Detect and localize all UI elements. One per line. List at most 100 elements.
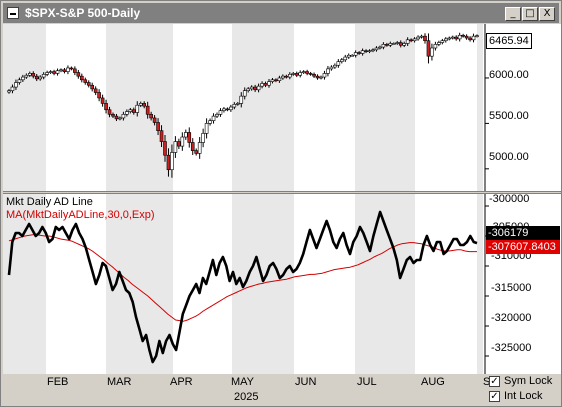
candle-body <box>180 136 185 147</box>
window-icon[interactable] <box>7 7 19 19</box>
candle-body <box>291 73 296 75</box>
month-aug: AUG <box>421 376 445 388</box>
candle-body <box>416 36 420 40</box>
candle-body <box>419 35 424 38</box>
candle-body <box>402 43 407 46</box>
candle-body <box>471 35 476 41</box>
candle-body <box>239 95 244 104</box>
candle-body <box>353 52 358 56</box>
candle-body <box>38 76 43 80</box>
month-shade <box>232 24 294 191</box>
candle-body <box>443 38 448 42</box>
candle-body <box>260 83 264 87</box>
month-feb: FEB <box>47 376 69 388</box>
candle-body <box>430 47 434 57</box>
candle-body <box>177 141 181 147</box>
candle-body <box>322 73 327 78</box>
candle-body <box>350 54 355 57</box>
candle-body <box>308 73 313 75</box>
candle-body <box>86 82 91 86</box>
candle-body <box>409 39 413 42</box>
candle-body <box>222 108 226 111</box>
price-tick-6000: 6000.00 <box>489 69 529 81</box>
title-bar[interactable]: $SPX-S&P 500-Daily _ □ X <box>3 3 559 23</box>
candle-body <box>357 52 361 54</box>
candle-body <box>263 83 268 86</box>
month-shade <box>106 24 173 191</box>
candle-body <box>343 56 348 61</box>
candle-body <box>14 82 18 88</box>
candle-body <box>80 75 84 81</box>
close-button[interactable]: X <box>539 7 555 21</box>
candle-body <box>270 79 275 82</box>
candle-body <box>27 73 32 76</box>
candle-body <box>371 49 375 52</box>
candle-body <box>374 47 379 51</box>
candle-body <box>225 108 230 111</box>
candle-body <box>395 42 400 44</box>
sym-lock-label: Sym Lock <box>504 375 553 387</box>
sym-lock-checkbox[interactable]: ✓ <box>489 376 500 387</box>
candle-body <box>315 75 320 79</box>
candle-body <box>339 59 344 62</box>
ad-line-chart <box>3 194 489 374</box>
ad-line-panel[interactable] <box>3 194 561 374</box>
candle-body <box>287 74 292 78</box>
candle-body <box>149 114 153 119</box>
candle-body <box>464 35 469 39</box>
maximize-button[interactable]: □ <box>522 7 538 21</box>
candle-body <box>256 85 261 91</box>
candle-body <box>121 114 126 119</box>
candle-body <box>437 42 441 45</box>
candle-body <box>45 72 49 75</box>
candle-body <box>100 97 105 104</box>
candle-body <box>412 38 417 42</box>
candle-body <box>201 133 205 143</box>
candle-body <box>125 111 129 115</box>
candle-body <box>367 50 372 53</box>
candle-body <box>232 104 237 108</box>
time-axis[interactable] <box>3 375 561 405</box>
candle-body <box>249 86 254 90</box>
candle-body <box>194 150 198 154</box>
candle-body <box>294 73 299 76</box>
candle-body <box>73 68 77 73</box>
candle-body <box>454 36 459 40</box>
candle-body <box>190 142 195 151</box>
candle-body <box>447 37 452 40</box>
candle-body <box>391 43 396 45</box>
int-lock-checkbox[interactable]: ✓ <box>489 391 500 402</box>
month-shade <box>477 194 483 374</box>
candle-body <box>461 34 465 37</box>
candle-body <box>346 54 351 58</box>
minimize-button[interactable]: _ <box>505 7 521 21</box>
candle-body <box>138 103 143 106</box>
price-panel[interactable] <box>3 24 561 191</box>
candle-body <box>142 103 146 107</box>
candle-body <box>145 105 150 115</box>
candle-body <box>204 123 209 134</box>
ma-label: MA(MktDailyADLine,30,0,Exp) <box>6 209 155 221</box>
month-shade <box>355 24 415 191</box>
candle-body <box>329 66 334 70</box>
candle-body <box>301 71 306 73</box>
candle-body <box>69 67 74 70</box>
panel-splitter[interactable] <box>3 191 561 194</box>
int-lock-label: Int Lock <box>504 390 543 402</box>
price-last-value: 6465.94 <box>486 33 532 49</box>
price-tick-5500: 5500.00 <box>489 110 529 122</box>
month-jul: JUL <box>357 376 377 388</box>
candle-body <box>433 44 438 49</box>
candle-body <box>135 104 140 113</box>
candle-body <box>59 69 63 72</box>
ad-tick-325000: -325000 <box>491 342 532 354</box>
month-shade <box>3 24 46 191</box>
candle-body <box>284 75 289 78</box>
candle-body <box>118 117 122 120</box>
candle-body <box>450 36 455 39</box>
candle-body <box>440 40 445 43</box>
candle-body <box>184 132 188 138</box>
candle-body <box>336 61 341 66</box>
candle-body <box>104 103 108 111</box>
candle-body <box>187 132 192 143</box>
